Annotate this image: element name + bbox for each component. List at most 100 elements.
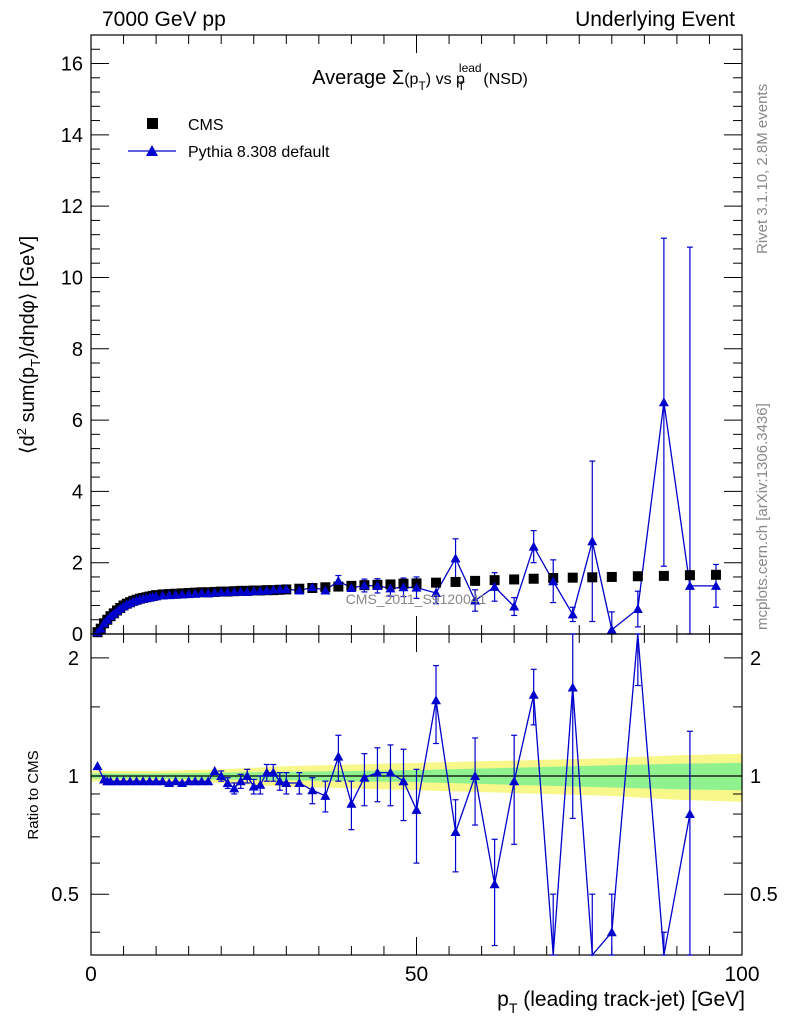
mc-data-point bbox=[294, 585, 305, 595]
energy-label: 7000 GeV pp bbox=[102, 8, 226, 31]
ratio-data-point bbox=[203, 776, 214, 786]
ratio-data-point bbox=[209, 765, 220, 775]
mc-data-point bbox=[196, 587, 207, 597]
ratio-data-point bbox=[489, 879, 500, 889]
ratio-data-point bbox=[138, 776, 149, 786]
ratio-data-point bbox=[567, 682, 578, 692]
mc-data-point bbox=[684, 580, 695, 590]
mc-data-point bbox=[587, 536, 598, 546]
ratio-data-point bbox=[229, 783, 240, 793]
ratio-data-point bbox=[274, 776, 285, 786]
legend-cms-label: CMS bbox=[188, 117, 224, 134]
mc-data-point bbox=[548, 576, 559, 586]
mc-data-point bbox=[281, 584, 292, 594]
mc-data-point bbox=[222, 587, 233, 597]
cms-data-point bbox=[509, 574, 520, 585]
mc-data-point bbox=[710, 580, 721, 590]
ratio-data-point bbox=[307, 785, 318, 795]
ratio-data-point bbox=[255, 779, 266, 789]
ratio-data-point bbox=[92, 761, 103, 771]
legend-mc-marker bbox=[146, 145, 158, 156]
mc-data-point bbox=[528, 541, 539, 551]
x-axis-label: pT (leading track-jet) [GeV] bbox=[497, 988, 745, 1016]
ratio-data-point bbox=[261, 767, 272, 777]
mc-data-point bbox=[372, 580, 383, 590]
ratio-data-point bbox=[131, 776, 142, 786]
mc-data-point bbox=[274, 584, 285, 594]
ratio-data-point bbox=[151, 776, 162, 786]
mc-data-point bbox=[183, 589, 194, 599]
cms-data-point bbox=[606, 571, 617, 582]
mc-data-point bbox=[255, 585, 266, 595]
main-ytick-label: 6 bbox=[72, 410, 83, 432]
x-tick-label: 0 bbox=[85, 963, 97, 986]
mc-data-point bbox=[164, 590, 175, 600]
ratio-data-point bbox=[222, 777, 233, 787]
main-ytick-label: 2 bbox=[72, 553, 83, 575]
main-ytick-label: 12 bbox=[61, 196, 83, 218]
main-ytick-label: 8 bbox=[72, 339, 83, 361]
ratio-data-point bbox=[190, 776, 201, 786]
ratio-ytick-label: 1 bbox=[68, 766, 79, 788]
ratio-data-point bbox=[242, 771, 253, 781]
process-label: Underlying Event bbox=[575, 8, 735, 31]
ratio-data-point bbox=[320, 790, 331, 800]
mc-data-point bbox=[606, 624, 617, 634]
ratio-data-point bbox=[196, 776, 207, 786]
cms-data-point bbox=[632, 571, 643, 582]
ratio-data-point bbox=[509, 776, 520, 786]
ratio-data-point bbox=[385, 767, 396, 777]
ratio-ylabel: Ratio to CMS bbox=[25, 750, 42, 839]
mc-data-point bbox=[346, 583, 357, 593]
legend-mc-label: Pythia 8.308 default bbox=[188, 144, 330, 161]
cms-data-point bbox=[489, 575, 500, 586]
x-tick-label: 50 bbox=[405, 963, 428, 986]
mc-data-point bbox=[248, 586, 259, 596]
mc-data-point bbox=[95, 623, 106, 633]
ratio-data-point bbox=[346, 798, 357, 808]
mc-data-point bbox=[398, 582, 409, 592]
mc-data-point bbox=[411, 582, 422, 592]
ratio-data-point bbox=[684, 809, 695, 819]
ratio-ytick-label-right: 2 bbox=[750, 648, 761, 670]
ratio-data-point bbox=[450, 827, 461, 837]
ratio-data-point bbox=[268, 767, 279, 777]
ratio-data-point bbox=[216, 771, 227, 781]
mc-data-point bbox=[157, 590, 168, 600]
legend: CMS Pythia 8.308 default bbox=[128, 117, 330, 161]
ratio-data-point bbox=[125, 776, 136, 786]
ratio-data-point bbox=[157, 776, 168, 786]
main-ytick-label: 10 bbox=[61, 267, 83, 289]
mc-data-point bbox=[431, 587, 442, 597]
main-ytick-label: 0 bbox=[72, 624, 83, 646]
ratio-data-point bbox=[398, 776, 409, 786]
cms-data-point bbox=[450, 576, 461, 587]
mc-data-point bbox=[658, 397, 669, 407]
ratio-data-point bbox=[372, 767, 383, 777]
mc-data-point bbox=[509, 601, 520, 611]
mc-data-point bbox=[170, 589, 181, 599]
ratio-data-point bbox=[170, 776, 181, 786]
ratio-data-point bbox=[470, 771, 481, 781]
ratio-data-point bbox=[528, 689, 539, 699]
mc-data-point bbox=[385, 583, 396, 593]
cms-data-point bbox=[567, 572, 578, 583]
ratio-panel: 0.5 0.5 1 1 2 2 0 50 100 bbox=[51, 633, 778, 986]
mc-data-point bbox=[216, 587, 227, 597]
mc-data-point bbox=[268, 584, 279, 594]
ratio-data-point bbox=[359, 772, 370, 782]
main-ytick-label: 16 bbox=[61, 54, 83, 76]
mc-data-point bbox=[320, 585, 331, 595]
cms-data-point bbox=[684, 570, 695, 581]
mc-data-point bbox=[209, 587, 220, 597]
ratio-data-point bbox=[411, 804, 422, 814]
main-ylabel: ⟨d2 sum(pT)/dηdφ⟩ [GeV] bbox=[14, 236, 43, 454]
mc-data-point bbox=[307, 582, 318, 592]
cms-data-point bbox=[470, 575, 481, 586]
mc-data-point bbox=[470, 595, 481, 605]
analysis-watermark: CMS_2011_S9120041 bbox=[346, 591, 487, 607]
ratio-ytick-label-right: 1 bbox=[750, 766, 761, 788]
ratio-ytick-label: 2 bbox=[68, 648, 79, 670]
mc-data-point bbox=[450, 553, 461, 563]
chart-title: Average Σ(pT) vs plead T (NSD) bbox=[312, 61, 528, 93]
